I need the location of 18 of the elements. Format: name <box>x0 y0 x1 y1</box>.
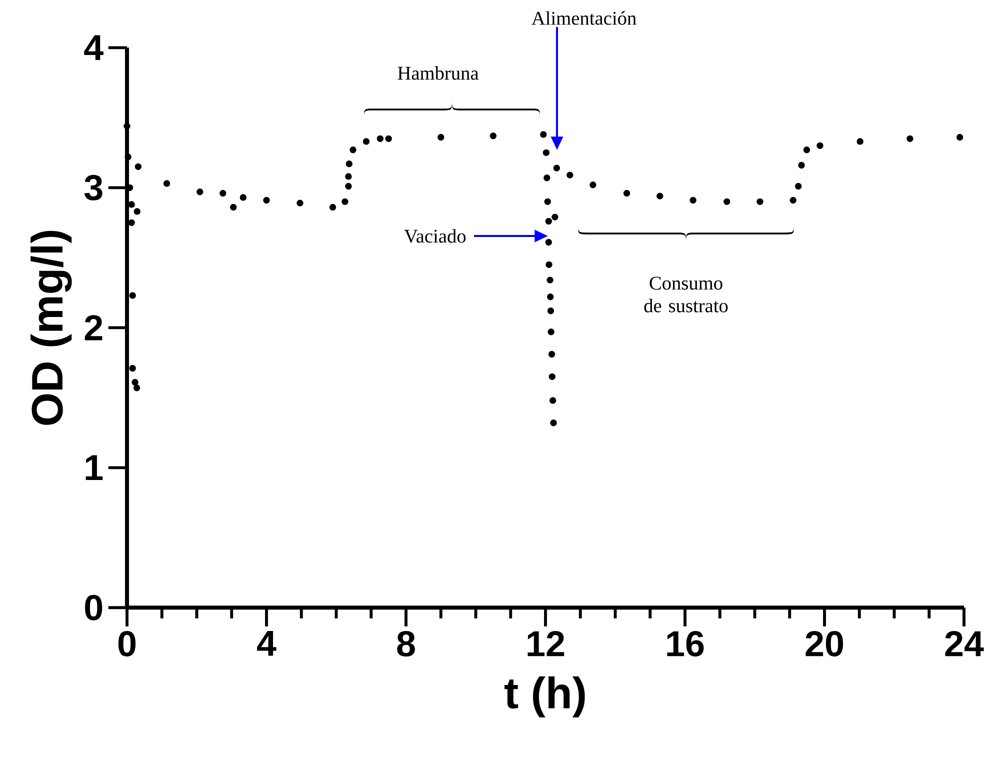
x-tick-label: 20 <box>806 631 844 657</box>
annotation: Hambruna <box>398 66 479 80</box>
x-axis-title: t (h) <box>504 676 585 718</box>
y-tick-label: 0 <box>85 594 102 620</box>
y-tick-label: 1 <box>86 455 103 480</box>
annotation: Vaciado <box>404 229 466 243</box>
x-tick-label: 0 <box>118 631 136 657</box>
x-tick-label: 4 <box>257 631 276 656</box>
x-tick-label: 24 <box>945 631 984 656</box>
y-tick-label: 2 <box>84 315 102 340</box>
x-tick-label: 8 <box>397 631 415 657</box>
x-tick-label: 16 <box>667 631 704 657</box>
x-tick-label: 12 <box>528 631 564 656</box>
annotation: Consumo de sustrato <box>644 276 728 312</box>
text: Alimentación <box>532 11 636 25</box>
y-axis-title: OD (mg/l) <box>30 230 72 425</box>
y-tick-label: 3 <box>84 174 102 200</box>
y-tick-label: 4 <box>84 35 104 60</box>
